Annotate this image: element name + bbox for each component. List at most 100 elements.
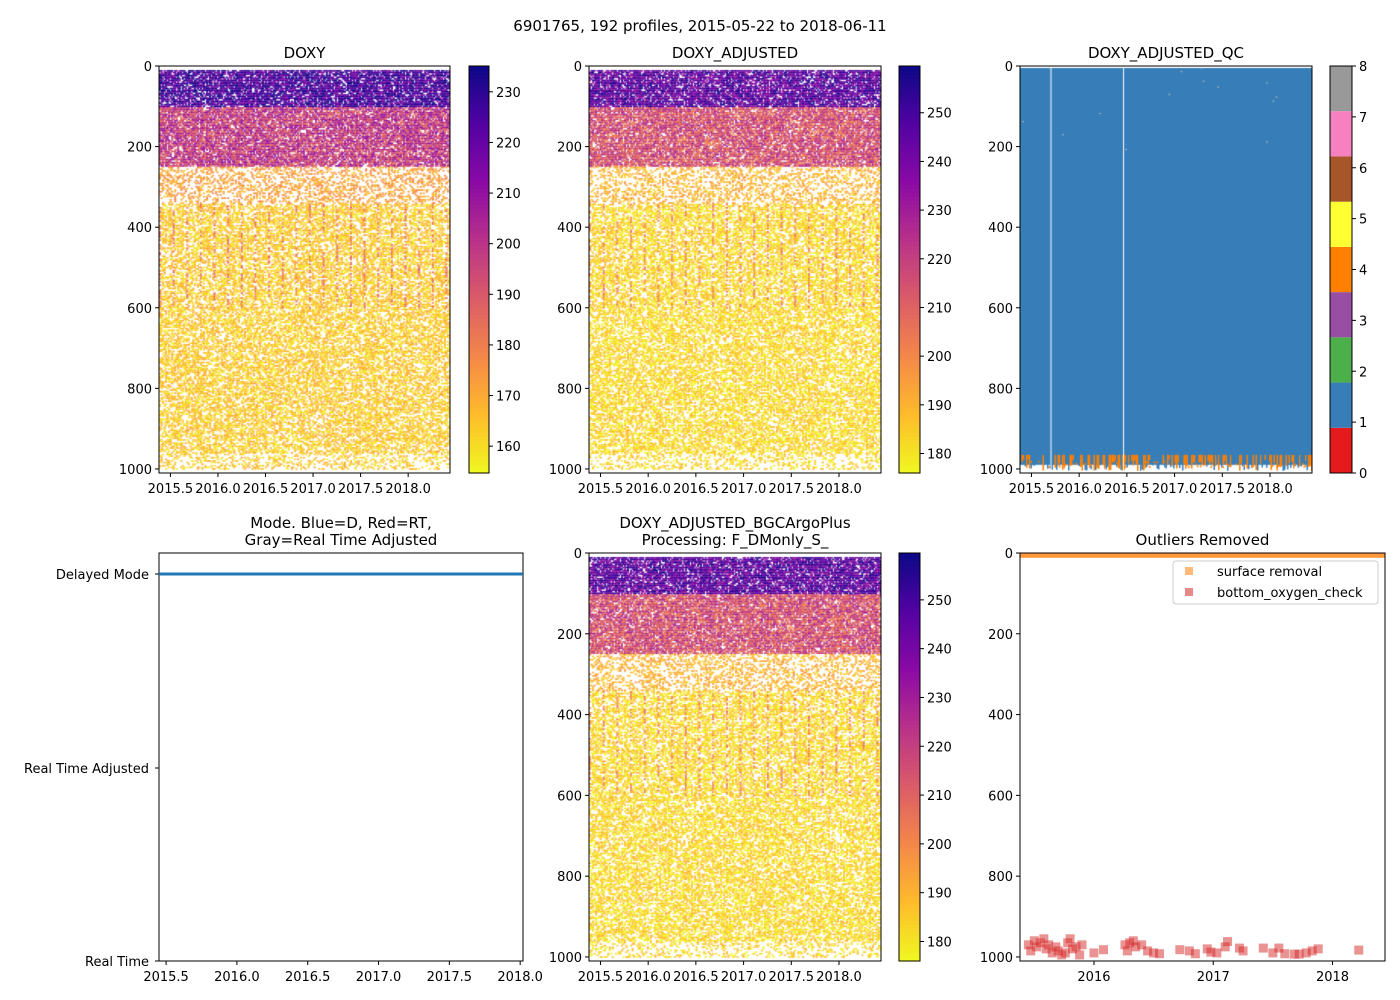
bottom-oxygen-check-point bbox=[1307, 946, 1317, 956]
colorbar-segment bbox=[899, 403, 920, 409]
colorbar-segment bbox=[899, 842, 920, 848]
colorbar-segment bbox=[899, 330, 920, 336]
colorbar-segment bbox=[899, 379, 920, 385]
colorbar-segment bbox=[899, 565, 920, 570]
bottom-oxygen-check-point bbox=[1143, 946, 1153, 956]
colorbar-segment bbox=[899, 334, 920, 340]
bottom-oxygen-check-point bbox=[1280, 949, 1290, 959]
colorbar-segment bbox=[1330, 156, 1352, 202]
bgcargoplus-heatmap bbox=[589, 553, 881, 961]
colorbar-segment bbox=[899, 773, 920, 778]
colorbar-segment bbox=[469, 330, 489, 336]
x-tick-label: 2018.0 bbox=[816, 970, 862, 985]
legend-box bbox=[1172, 560, 1379, 605]
colorbar-segment bbox=[899, 708, 920, 713]
colorbar-tick-label: 3 bbox=[1359, 314, 1367, 329]
colorbar-segment bbox=[899, 391, 920, 397]
bottom-oxygen-check-point bbox=[1065, 934, 1075, 944]
colorbar-segment bbox=[469, 257, 489, 262]
colorbar-segment bbox=[899, 464, 920, 470]
colorbar-segment bbox=[469, 70, 489, 75]
x-tick-label: 2016.5 bbox=[1104, 482, 1150, 497]
colorbar-segment bbox=[899, 744, 920, 750]
colorbar-segment bbox=[469, 297, 489, 303]
colorbar-segment bbox=[899, 452, 920, 458]
colorbar-segment bbox=[899, 642, 920, 648]
colorbar-segment bbox=[469, 363, 489, 368]
colorbar-segment bbox=[899, 127, 920, 132]
colorbar-tick-label: 220 bbox=[496, 136, 521, 151]
colorbar-tick-label: 250 bbox=[927, 107, 952, 122]
colorbar-segment bbox=[469, 236, 489, 242]
colorbar-segment bbox=[899, 367, 920, 372]
colorbar-segment bbox=[899, 399, 920, 405]
bottom-oxygen-check-point bbox=[1175, 945, 1185, 955]
colorbar-segment bbox=[469, 456, 489, 462]
colorbar-segment bbox=[899, 614, 920, 619]
colorbar-tick-label: 190 bbox=[496, 288, 521, 303]
colorbar-segment bbox=[469, 188, 489, 193]
colorbar-segment bbox=[469, 147, 489, 153]
colorbar-segment bbox=[899, 74, 920, 79]
colorbar-segment bbox=[899, 601, 920, 607]
colorbar-segment bbox=[899, 752, 920, 758]
colorbar-segment bbox=[899, 785, 920, 791]
colorbar-segment bbox=[899, 748, 920, 754]
colorbar-segment bbox=[899, 907, 920, 913]
y-tick-label: 0 bbox=[574, 60, 582, 75]
colorbar-segment bbox=[899, 948, 920, 954]
colorbar-segment bbox=[469, 94, 489, 100]
colorbar-segment bbox=[899, 338, 920, 344]
colorbar-tick-label: 210 bbox=[496, 187, 521, 202]
colorbar-segment bbox=[899, 691, 920, 697]
colorbar-segment bbox=[899, 703, 920, 709]
colorbar-segment bbox=[899, 265, 920, 271]
panel-title: Outliers Removed bbox=[1136, 531, 1270, 549]
colorbar-segment bbox=[899, 448, 920, 454]
colorbar-segment bbox=[899, 220, 920, 226]
colorbar-tick-label: 2 bbox=[1359, 365, 1367, 380]
bottom-oxygen-check-point bbox=[1137, 940, 1147, 950]
colorbar-segment bbox=[899, 359, 920, 364]
colorbar-segment bbox=[469, 216, 489, 222]
colorbar-segment bbox=[899, 956, 920, 962]
colorbar-segment bbox=[899, 143, 920, 148]
colorbar-segment bbox=[899, 249, 920, 254]
colorbar-segment bbox=[469, 444, 489, 450]
colorbar-segment bbox=[469, 436, 489, 442]
colorbar-segment bbox=[469, 464, 489, 470]
colorbar-frame bbox=[468, 65, 490, 474]
colorbar-segment bbox=[899, 724, 920, 730]
colorbar-segment bbox=[469, 391, 489, 397]
colorbar-segment bbox=[469, 143, 489, 148]
y-tick-label: 800 bbox=[988, 382, 1013, 397]
y-tick-label: 0 bbox=[144, 60, 152, 75]
colorbar-segment bbox=[899, 695, 920, 701]
y-tick-label: 600 bbox=[557, 302, 582, 317]
colorbar-tick-label: 190 bbox=[927, 887, 952, 902]
colorbar-segment bbox=[899, 114, 920, 120]
colorbar-segment bbox=[899, 573, 920, 579]
colorbar-segment bbox=[469, 167, 489, 173]
colorbar-segment bbox=[899, 155, 920, 161]
colorbar-segment bbox=[899, 131, 920, 136]
x-tick-label: 2017.0 bbox=[1152, 482, 1198, 497]
colorbar-segment bbox=[899, 147, 920, 153]
colorbar-segment bbox=[899, 322, 920, 328]
y-tick-label: 800 bbox=[988, 870, 1013, 885]
colorbar-segment bbox=[899, 293, 920, 299]
colorbar-segment bbox=[899, 66, 920, 71]
colorbar-segment bbox=[469, 106, 489, 112]
x-tick-label: 2017.0 bbox=[356, 970, 402, 985]
colorbar-segment bbox=[469, 293, 489, 299]
x-tick-label: 2017.5 bbox=[1200, 482, 1246, 497]
colorbar-tick-label: 0 bbox=[1359, 467, 1367, 482]
x-tick-label: 2018.0 bbox=[497, 970, 543, 985]
colorbar-segment bbox=[899, 805, 920, 811]
y-tick-label: 400 bbox=[557, 221, 582, 236]
colorbar-tick-label: 220 bbox=[927, 740, 952, 755]
x-tick-label: 2016.0 bbox=[625, 482, 671, 497]
colorbar-tick-label: 250 bbox=[927, 594, 952, 609]
colorbar-segment bbox=[899, 863, 920, 868]
